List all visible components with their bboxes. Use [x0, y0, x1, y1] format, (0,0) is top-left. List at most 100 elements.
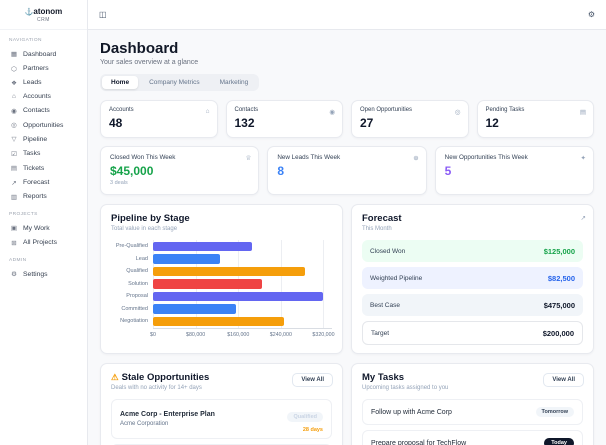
days-stale: 28 days [302, 426, 323, 433]
chart-bar-row [153, 240, 332, 253]
forecast-panel: Forecast This Month ↗ Closed Won $125,00… [351, 204, 594, 354]
opportunity-row[interactable]: Acme Corp - Enterprise Plan Acme Corpora… [111, 399, 332, 439]
chart-bar-row [153, 303, 332, 316]
kpi-row: Accounts 48 ⌂ Contacts 132 ◉ Open Opport… [100, 100, 594, 138]
kpi-label: Open Opportunities [360, 107, 413, 113]
sidebar-section-admin: Admin [9, 257, 27, 263]
forecast-row-value: $200,000 [542, 328, 574, 338]
chart-bar [153, 254, 220, 264]
chart-bar [153, 241, 252, 251]
sidebar-item[interactable]: ▥ Reports [9, 190, 78, 204]
kpi-label: Accounts [109, 107, 134, 113]
sidebar-item[interactable]: ↗ Forecast [9, 175, 78, 189]
lists-row: ⚠ Stale Opportunities Deals with no activ… [100, 363, 594, 445]
chart-x-tick: $0 [150, 331, 156, 338]
chart-x-axis: $0 $80,000 $160,000 $240,000 $320,000 [150, 329, 335, 339]
sidebar-nav-list: ▦ Dashboard ⬡ Partners ❖ Leads ⌂ [9, 47, 78, 204]
forecast-row-value: $125,000 [543, 246, 575, 256]
stat-value: 5 [444, 164, 452, 178]
sidebar-item[interactable]: ⊞ All Projects [9, 236, 78, 250]
trending-up-icon: ↗ [580, 215, 586, 222]
sidebar-item[interactable]: ⬡ Partners [9, 61, 78, 75]
stale-view-all-button[interactable]: View All [292, 373, 333, 387]
sidebar-item[interactable]: ◉ Contacts [9, 104, 78, 118]
sidebar-item-icon: ▥ [10, 193, 18, 201]
sidebar-item[interactable]: ▦ Dashboard [9, 47, 78, 61]
task-title: Prepare proposal for TechFlow [371, 439, 467, 445]
sidebar-item-icon: ▣ [10, 225, 18, 233]
chart-bar [153, 316, 284, 326]
pipeline-panel: Pipeline by Stage Total value in each st… [100, 204, 343, 354]
sidebar-item[interactable]: ❖ Leads [9, 76, 78, 90]
sidebar-section-navigation: Navigation [9, 38, 42, 43]
chart-x-tick: $320,000 [312, 331, 335, 338]
dashboard-content: Dashboard Your sales overview at a glanc… [88, 30, 606, 445]
sidebar-item-label: Dashboard [23, 50, 57, 58]
sidebar-item[interactable]: ▤ Tickets [9, 161, 78, 175]
sidebar-item[interactable]: ⚙ Settings [9, 267, 78, 281]
sidebar-item-icon: ▤ [10, 165, 18, 173]
sidebar-item[interactable]: ◎ Opportunities [9, 118, 78, 132]
topbar: ◫ ⚙ [88, 0, 606, 30]
kpi-value: 132 [234, 116, 255, 130]
chart-y-tick: Qualified [126, 268, 148, 274]
sidebar: ⚓atonom CRM Navigation ▦ Dashboard ⬡ Par… [0, 0, 88, 445]
stale-title: ⚠ Stale Opportunities [111, 372, 210, 383]
stat-value: 8 [277, 164, 285, 178]
bar-chart: Pre-Qualified Lead Qualified Solution Propos… [111, 240, 335, 339]
chart-y-tick: Pre-Qualified [115, 243, 148, 249]
stat-icon: ♕ [245, 155, 252, 162]
sidebar-item-icon: ◎ [11, 122, 17, 130]
sidebar-item[interactable]: ☑ Tasks [9, 147, 78, 161]
forecast-row-label: Best Case [370, 301, 400, 309]
opportunity-company: Acme Corporation [120, 420, 169, 427]
tab[interactable]: Marketing [219, 79, 249, 86]
stage-badge: Qualified [287, 412, 323, 422]
sidebar-item-icon: ▦ [10, 51, 18, 59]
forecast-row-value: $475,000 [543, 300, 575, 310]
chart-bar-row [153, 278, 332, 291]
sidebar-item-label: Tasks [23, 150, 41, 158]
stat-subtext: 3 deals [110, 180, 128, 186]
page-title: Dashboard [100, 40, 179, 57]
kpi-label: Pending Tasks [485, 107, 525, 113]
tasks-title: My Tasks [362, 372, 405, 383]
app-logo: ⚓atonom CRM [0, 7, 87, 30]
forecast-row: Weighted Pipeline $82,500 [362, 267, 583, 289]
tab[interactable]: Home [102, 76, 139, 89]
forecast-row-label: Target [371, 329, 390, 337]
sidebar-item-label: Leads [23, 79, 42, 87]
sidebar-item-icon: ⊞ [11, 239, 17, 247]
sidebar-item-label: Tickets [23, 164, 45, 172]
forecast-rows: Closed Won $125,000 Weighted Pipeline $8… [362, 240, 583, 345]
stat-card: New Opportunities This Week 5 ✦ [434, 146, 594, 195]
chart-y-tick: Committed [121, 305, 148, 312]
task-row[interactable]: Prepare proposal for TechFlow Today [362, 430, 583, 445]
tasks-view-all-button[interactable]: View All [543, 373, 584, 387]
stat-icon: ✦ [580, 155, 586, 162]
sidebar-item-icon: ◉ [11, 107, 17, 115]
gear-icon[interactable]: ⚙ [587, 10, 595, 19]
sidebar-item-label: Pipeline [23, 135, 48, 143]
my-tasks-panel: My Tasks Upcoming tasks assigned to you … [351, 363, 594, 445]
sidebar-item-icon: ↗ [11, 179, 17, 187]
kpi-value: 12 [485, 116, 499, 130]
sidebar-item-label: All Projects [23, 239, 57, 247]
sidebar-toggle-icon[interactable]: ◫ [99, 10, 107, 19]
sidebar-item-label: Accounts [23, 93, 51, 101]
sidebar-item[interactable]: ▣ My Work [9, 221, 78, 235]
sidebar-item-icon: ⌂ [12, 93, 16, 101]
sidebar-item-label: Settings [23, 270, 48, 278]
forecast-row: Closed Won $125,000 [362, 240, 583, 262]
sidebar-item[interactable]: ▽ Pipeline [9, 132, 78, 146]
charts-row: Pipeline by Stage Total value in each st… [100, 204, 594, 354]
chart-bar [153, 291, 324, 301]
tab[interactable]: Company Metrics [149, 79, 200, 86]
task-row[interactable]: Follow up with Acme Corp Tomorrow [362, 399, 583, 425]
sidebar-item-label: Partners [23, 65, 49, 73]
stat-card: New Leads This Week 8 ⊕ [267, 146, 427, 195]
kpi-value: 27 [360, 116, 374, 130]
sidebar-item[interactable]: ⌂ Accounts [9, 90, 78, 103]
chart-y-tick: Lead [135, 255, 148, 262]
sidebar-item-icon: ⬡ [11, 65, 17, 73]
